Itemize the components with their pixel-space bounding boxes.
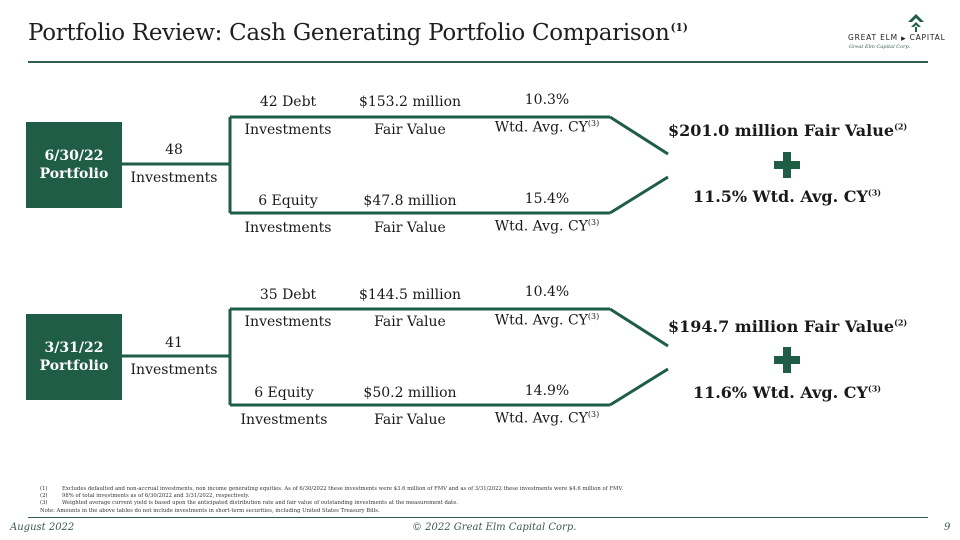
footnote: (3) Weighted average current yield is bas… [40,500,800,507]
page-title-text: Portfolio Review: Cash Generating Portfo… [28,20,670,46]
portfolio-label: Portfolio [39,358,109,374]
total-count: 41 [165,335,183,351]
summary-cy-footnote: (3) [867,187,882,198]
summary-cy: 11.5% Wtd. Avg. CY(3) [668,187,906,206]
summary-cy-text: 11.6% Wtd. Avg. CY [692,383,868,402]
portfolio-label: Portfolio [39,166,109,182]
flow-line [609,307,669,348]
debt-label: Investments [244,122,332,138]
logo-name2: CAPITAL [909,33,946,42]
footnote-text: Note: Amounts in the above tables do not… [40,507,380,514]
cy-label-text: Wtd. Avg. CY [494,119,588,136]
debt-count: 42 Debt [259,94,317,110]
equity-cy: 14.9% [524,383,570,399]
summary-cy: 11.6% Wtd. Avg. CY(3) [668,383,906,402]
total-label: Investments [130,170,218,186]
portfolio-date: 3/31/22 [44,340,104,356]
total-label: Investments [130,362,218,378]
footnote-number: (3) [40,500,48,507]
summary-fair-value: $194.7 million Fair Value(2) [668,317,908,336]
cy-footnote-ref: (3) [587,119,600,128]
equity-fair-value: $50.2 million [363,385,457,401]
equity-label: Investments [244,220,332,236]
equity-cy-label: Wtd. Avg. CY(3) [486,218,608,235]
cy-footnote-ref: (3) [587,410,600,419]
equity-fair-value: $47.8 million [363,193,457,209]
debt-count: 35 Debt [259,287,317,303]
cy-footnote-ref: (3) [587,312,600,321]
footnote-text: Excludes defaulted and non-accrual inves… [62,486,624,492]
page-title: Portfolio Review: Cash Generating Portfo… [28,20,688,46]
footnote: (2) 98% of total investments as of 6/30/2… [40,493,800,500]
title-divider [28,61,928,63]
cy-label-text: Wtd. Avg. CY [494,218,588,235]
debt-fv-label: Fair Value [374,122,446,138]
summary-fv-text: $201.0 million Fair Value [668,121,895,140]
logo-wordmark: GREAT ELM ▸ CAPITAL [848,33,946,44]
cy-label-text: Wtd. Avg. CY [494,312,588,329]
debt-label: Investments [244,314,332,330]
footnote-text: 98% of total investments as of 6/30/2022… [62,493,250,500]
equity-count: 6 Equity [254,385,314,401]
footnote-text: Weighted average current yield is based … [62,500,459,507]
footer-copyright: © 2022 Great Elm Capital Corp. [412,522,577,533]
cy-footnote-ref: (3) [587,218,600,227]
flow-line [609,175,669,215]
equity-fv-label: Fair Value [374,412,446,428]
debt-cy-label: Wtd. Avg. CY(3) [486,312,608,329]
equity-count: 6 Equity [258,193,318,209]
plus-icon [774,347,800,373]
summary-cy-text: 11.5% Wtd. Avg. CY [692,187,868,206]
equity-fv-label: Fair Value [374,220,446,236]
footnote: (1) Excludes defaulted and non-accrual in… [40,486,800,493]
tree-logo-icon [908,14,924,32]
logo-name: GREAT ELM [848,33,898,42]
cy-label-text: Wtd. Avg. CY [494,410,588,427]
equity-cy-label: Wtd. Avg. CY(3) [486,410,608,427]
company-logo: GREAT ELM ▸ CAPITAL Great Elm Capital Co… [848,12,958,54]
footnote-note: Note: Amounts in the above tables do not… [40,508,800,515]
summary-cy-footnote: (3) [867,383,882,394]
flow-line [609,367,669,407]
plus-icon [774,152,800,178]
footer-divider [28,517,928,518]
summary-fv-footnote: (2) [894,317,908,328]
portfolio-box-1: 6/30/22 Portfolio [26,122,122,208]
equity-label: Investments [240,412,328,428]
debt-cy: 10.3% [524,92,570,108]
footnotes: (1) Excludes defaulted and non-accrual in… [40,486,800,515]
debt-fair-value: $144.5 million [358,287,462,303]
footnote-number: (2) [40,493,48,500]
flow-line [609,115,669,156]
debt-fair-value: $153.2 million [358,94,462,110]
title-footnote-ref: (1) [670,21,688,35]
portfolio-box-2: 3/31/22 Portfolio [26,314,122,400]
page-number: 9 [944,522,951,533]
footnote-number: (1) [40,486,48,492]
debt-cy: 10.4% [524,284,570,300]
logo-tagline: Great Elm Capital Corp. [849,44,911,50]
portfolio-date: 6/30/22 [44,148,104,164]
summary-fv-footnote: (2) [894,121,908,132]
debt-cy-label: Wtd. Avg. CY(3) [486,119,608,136]
summary-fair-value: $201.0 million Fair Value(2) [668,121,908,140]
debt-fv-label: Fair Value [374,314,446,330]
summary-fv-text: $194.7 million Fair Value [668,317,895,336]
equity-cy: 15.4% [524,191,570,207]
footer-date: August 2022 [10,522,75,533]
total-count: 48 [165,142,183,158]
